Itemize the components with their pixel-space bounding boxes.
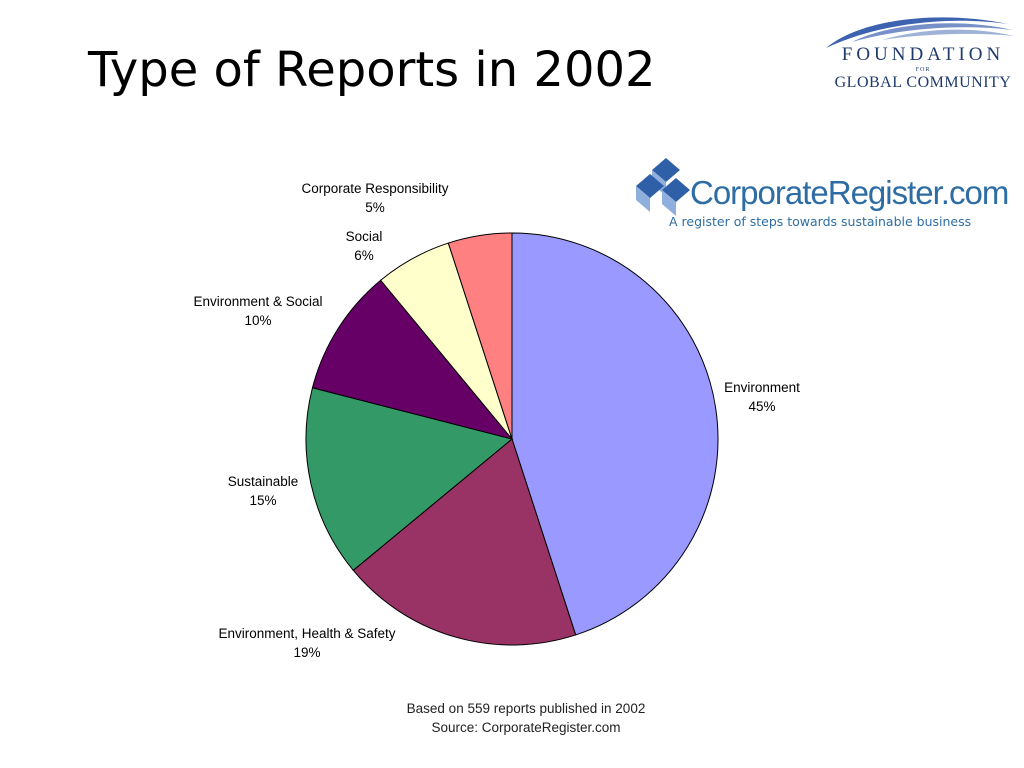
- corporate-register-name: CorporateRegister.com: [690, 174, 1009, 211]
- fgc-logo-line3: GLOBAL COMMUNITY: [834, 74, 1012, 91]
- foundation-global-community-logo: FOUNDATION FOR GLOBAL COMMUNITY: [822, 8, 1016, 94]
- slice-label-environment-health-safety: Environment, Health & Safety 19%: [218, 626, 395, 660]
- pie-slice-environment: [511, 232, 719, 636]
- slice-label-corporate-responsibility: Corporate Responsibility 5%: [301, 181, 448, 215]
- slice-label-social: Social 6%: [346, 229, 383, 263]
- chart-note: Based on 559 reports published in 2002 S…: [340, 699, 712, 737]
- corporate-register-logo: CorporateRegister.com A register of step…: [632, 156, 1009, 236]
- stacked-cubes-icon: [636, 158, 690, 216]
- slice-label-sustainable: Sustainable 15%: [228, 474, 299, 508]
- fgc-logo-line1: FOUNDATION: [841, 44, 1005, 65]
- pie-slice-environment-health-safety: [352, 438, 577, 646]
- swoosh-icon: [826, 17, 1014, 48]
- fgc-logo-line2: FOR: [915, 67, 931, 73]
- chart-note-line1: Based on 559 reports published in 2002: [406, 701, 646, 716]
- pie-slice-corporate-responsibility: [447, 232, 513, 440]
- chart-note-line2: Source: CorporateRegister.com: [431, 720, 621, 735]
- pie-slice-sustainable: [305, 387, 514, 572]
- slice-label-environment: Environment 45%: [724, 380, 800, 414]
- corporate-register-tagline: A register of steps towards sustainable …: [669, 214, 972, 229]
- slice-label-environment-social: Environment & Social 10%: [193, 294, 322, 328]
- slide-title: Type of Reports in 2002: [88, 42, 656, 98]
- pie-slice-environment-social: [311, 279, 514, 440]
